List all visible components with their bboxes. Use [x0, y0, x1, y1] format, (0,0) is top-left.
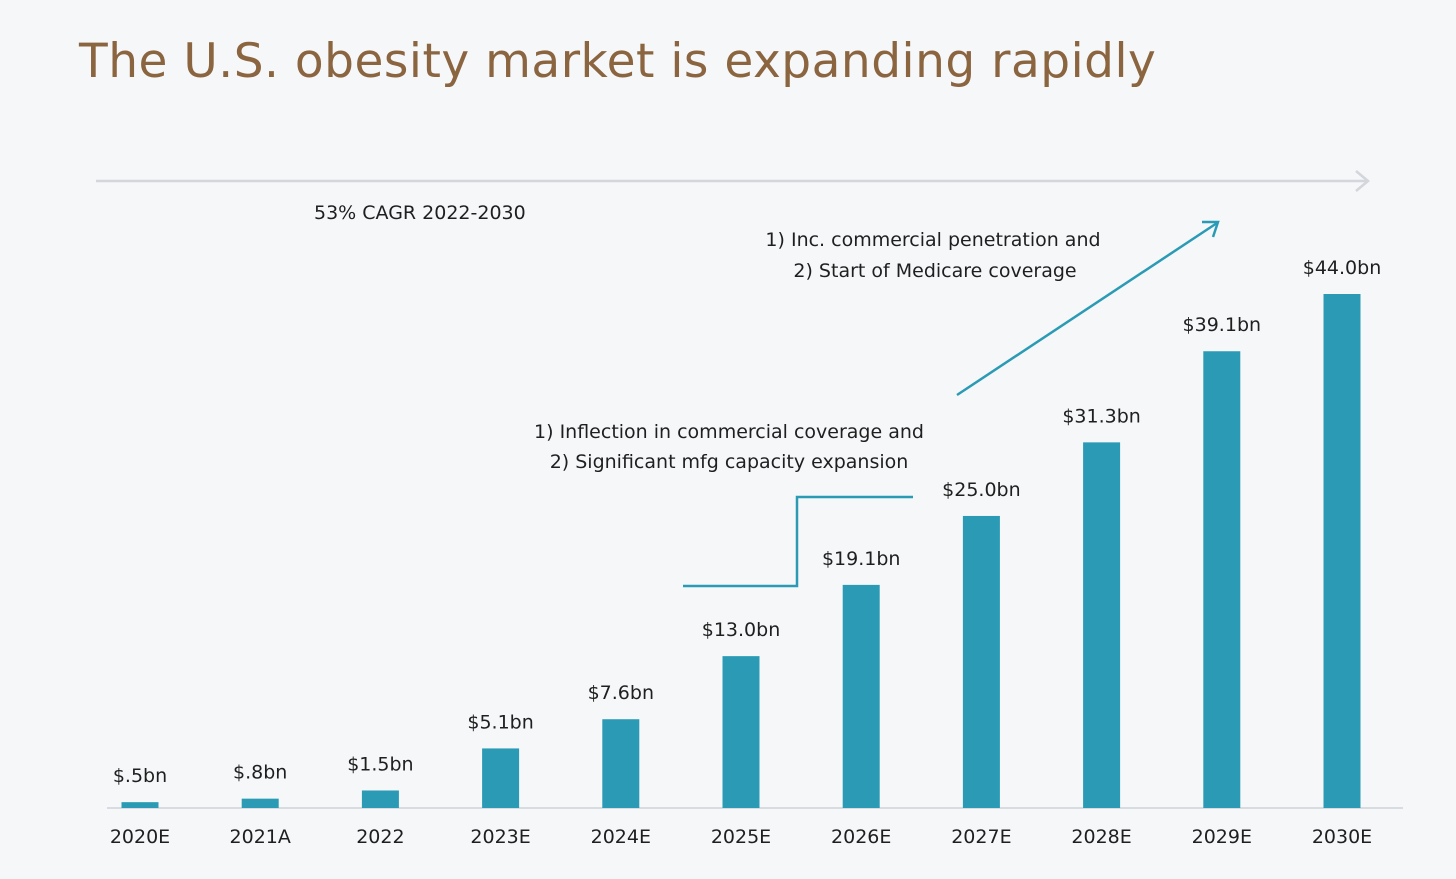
bars-group — [121, 294, 1361, 808]
bar-2025E — [722, 656, 760, 808]
category-label-2021A: 2021A — [230, 826, 291, 848]
chart-title: The U.S. obesity market is expanding rap… — [79, 34, 1157, 89]
step-note-line-1: 1) Inflection in commercial coverage and — [534, 421, 924, 443]
cagr-arrow — [96, 170, 1370, 192]
category-label-2025E: 2025E — [711, 826, 771, 848]
bar-2028E — [1083, 442, 1121, 808]
category-label-2023E: 2023E — [470, 826, 530, 848]
value-label-2020E: $.5bn — [113, 765, 167, 787]
cagr-label: 53% CAGR 2022-2030 — [314, 202, 526, 224]
bar-2027E — [962, 515, 1000, 808]
arrow-note-line-1: 1) Inc. commercial penetration and — [765, 229, 1100, 251]
value-label-2021A: $.8bn — [233, 762, 287, 784]
value-label-2027E: $25.0bn — [942, 479, 1021, 501]
bar-2020E — [121, 802, 159, 808]
arrow-note-line-2: 2) Start of Medicare coverage — [793, 260, 1076, 282]
bar-2029E — [1203, 351, 1241, 808]
value-label-2025E: $13.0bn — [702, 619, 781, 641]
bar-2026E — [842, 584, 880, 808]
category-label-2026E: 2026E — [831, 826, 891, 848]
value-label-2028E: $31.3bn — [1062, 405, 1141, 427]
category-label-2020E: 2020E — [110, 826, 170, 848]
bar-2023E — [482, 748, 520, 808]
category-label-2022: 2022 — [356, 826, 404, 848]
growth-arrow — [956, 220, 1220, 397]
category-label-2029E: 2029E — [1192, 826, 1252, 848]
value-label-2026E: $19.1bn — [822, 548, 901, 570]
value-label-2024E: $7.6bn — [588, 682, 654, 704]
category-label-2030E: 2030E — [1312, 826, 1372, 848]
value-label-2022: $1.5bn — [347, 753, 413, 775]
step-line — [683, 495, 913, 588]
category-label-2024E: 2024E — [591, 826, 651, 848]
bar-2021A — [241, 798, 279, 808]
bar-2022 — [361, 790, 399, 808]
value-label-2030E: $44.0bn — [1303, 257, 1382, 279]
value-label-2029E: $39.1bn — [1183, 314, 1262, 336]
category-label-2028E: 2028E — [1071, 826, 1131, 848]
category-label-2027E: 2027E — [951, 826, 1011, 848]
step-note-line-2: 2) Significant mfg capacity expansion — [550, 451, 909, 473]
value-labels-group: $.5bn $.8bn $1.5bn $5.1bn $7.6bn $13.0bn $19.1… — [113, 257, 1381, 787]
category-labels-group: 2020E 2021A 2022 2023E 2024E 2025E 2026E 2027E 2… — [110, 826, 1372, 848]
bar-2024E — [602, 719, 640, 808]
bar-2030E — [1323, 294, 1361, 808]
value-label-2023E: $5.1bn — [467, 711, 533, 733]
